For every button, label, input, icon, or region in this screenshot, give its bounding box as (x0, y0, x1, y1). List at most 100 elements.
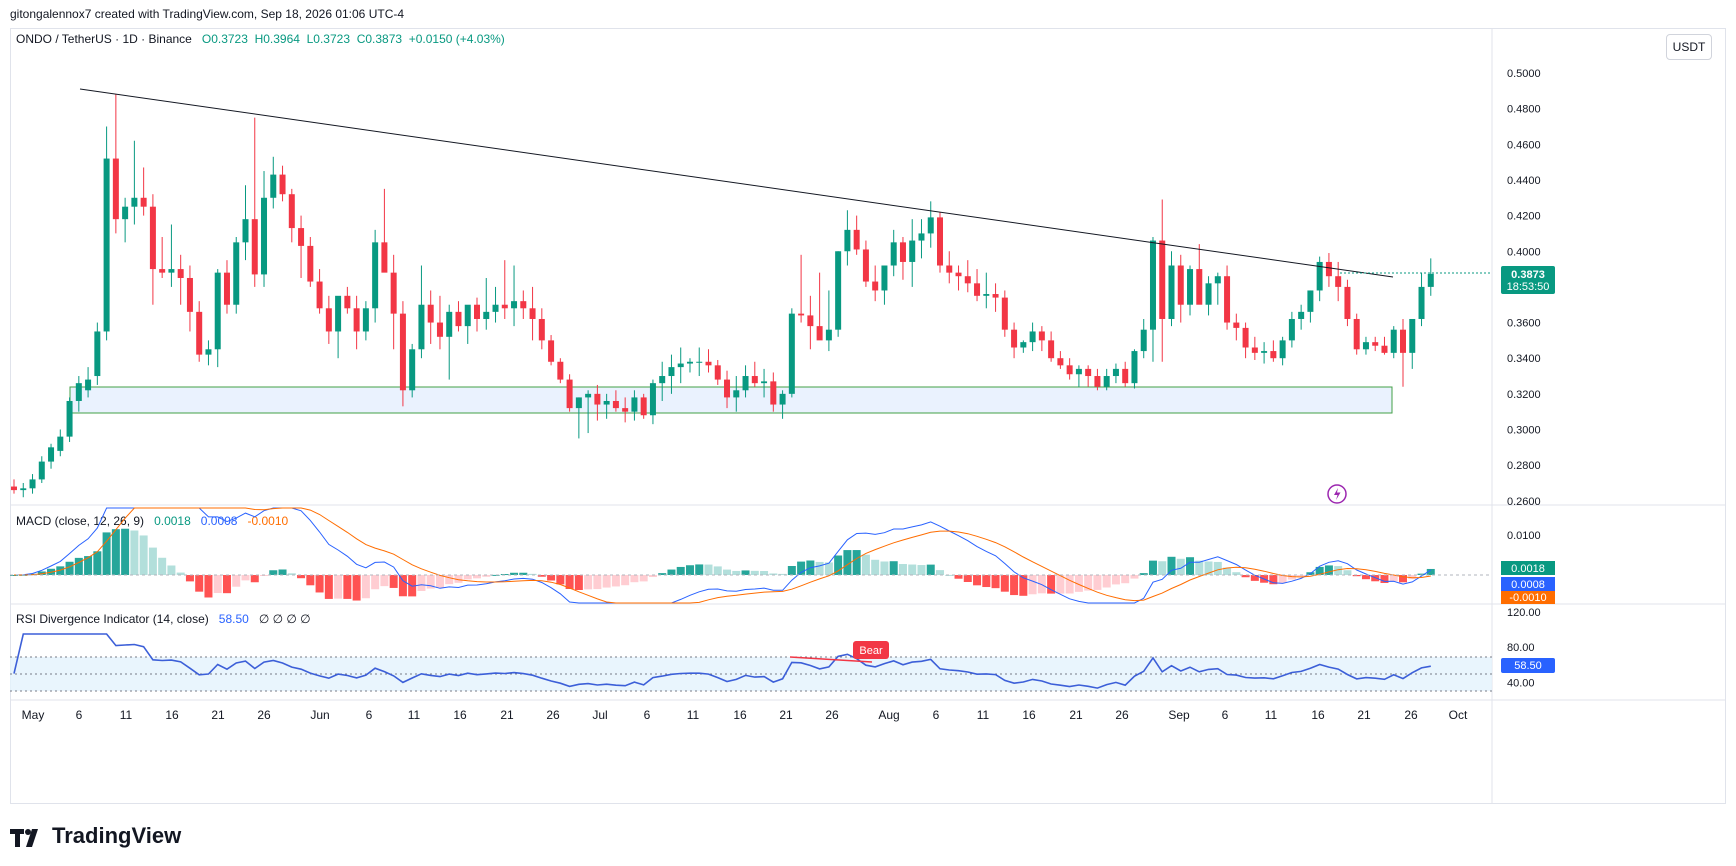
macd-bar (797, 561, 806, 575)
macd-legend[interactable]: MACD (close, 12, 26, 9) 0.0018 0.0008 -0… (16, 514, 288, 528)
macd-bar (973, 575, 982, 586)
macd-bar (1417, 573, 1426, 575)
candle-body (649, 383, 656, 416)
candle (418, 265, 425, 359)
macd-bar (1102, 575, 1111, 588)
candle (640, 393, 647, 419)
candle (686, 358, 693, 373)
candle-body (1409, 318, 1416, 353)
price-tick-label: 0.4200 (1507, 211, 1541, 223)
macd-bar (130, 530, 139, 575)
candle-body (29, 479, 36, 489)
time-tick-label: 26 (1404, 708, 1418, 722)
macd-bar (185, 575, 194, 582)
macd-signal-value: -0.0010 (247, 514, 289, 528)
candle (455, 301, 462, 332)
time-tick-label: 11 (687, 708, 700, 722)
time-tick-label: Jul (592, 708, 607, 722)
countdown-text: 18:53:50 (1507, 281, 1550, 293)
macd-bar (84, 556, 93, 575)
candle-body (196, 311, 203, 355)
candle-body (909, 240, 916, 262)
candle (483, 277, 490, 330)
time-tick-label: 6 (644, 708, 651, 722)
candle-body (501, 304, 508, 309)
macd-bar (121, 528, 130, 575)
candle (1214, 272, 1221, 305)
candle-body (1279, 340, 1286, 359)
rsi-line (13, 633, 1431, 689)
candle (964, 260, 971, 293)
macd-bar (352, 575, 361, 601)
candle-body (20, 488, 27, 491)
candle (538, 308, 545, 350)
tradingview-logo[interactable]: TradingView (10, 823, 181, 849)
candle-body (835, 251, 842, 330)
candle (798, 254, 805, 323)
macd-hist-badge-text: 0.0018 (1511, 563, 1545, 575)
currency-selector[interactable]: USDT (1666, 34, 1712, 60)
macd-bar (1084, 575, 1093, 591)
candle (196, 301, 203, 362)
candle (1409, 318, 1416, 369)
macd-bar (1167, 556, 1176, 575)
candle-body (214, 272, 221, 350)
price-tick-label: 0.2600 (1507, 496, 1541, 508)
price-axis[interactable]: 0.5000 0.4800 0.4600 0.4400 0.4200 0.4000 0.36… (1507, 68, 1541, 508)
candle (714, 359, 721, 385)
price-tick-label: 0.4400 (1507, 175, 1541, 187)
low-value: L0.3723 (306, 32, 351, 46)
candle-body (1177, 265, 1184, 305)
candle-body (1205, 283, 1212, 305)
macd-bar (1334, 566, 1343, 575)
candle-body (261, 197, 268, 275)
macd-bar (93, 551, 102, 575)
candle-body (1149, 240, 1156, 330)
macd-bar (519, 572, 528, 575)
macd-bar (195, 575, 204, 592)
candle (307, 236, 314, 287)
symbol-name[interactable]: ONDO / TetherUS · 1D · Binance (16, 32, 192, 46)
candle-body (1288, 318, 1295, 341)
candle (48, 443, 55, 469)
macd-bar (1213, 561, 1222, 575)
rsi-legend[interactable]: RSI Divergence Indicator (14, close) 58.… (16, 612, 311, 626)
macd-bar (278, 569, 287, 575)
macd-bar (1000, 575, 1009, 592)
candle-body (140, 197, 147, 207)
time-axis[interactable]: May 6 11 16 21 26 Jun 6 11 16 21 26 Jul 6 11 16 21 26 Aug 6… (22, 708, 1468, 722)
candle (1298, 304, 1305, 330)
price-tick-label: 0.3600 (1507, 318, 1541, 330)
candle-body (270, 174, 277, 198)
macd-bar (1148, 560, 1157, 575)
time-tick-label: 11 (408, 708, 421, 722)
time-tick-label: 11 (120, 708, 133, 722)
candle (1224, 265, 1231, 330)
macd-bar (176, 572, 185, 575)
candle (1400, 318, 1406, 387)
macd-bar (1186, 557, 1195, 575)
support-zone[interactable] (69, 386, 1393, 414)
lightning-icon[interactable] (1327, 484, 1347, 504)
macd-bar (473, 575, 481, 579)
candle (1085, 365, 1092, 387)
resistance-trendline[interactable] (79, 88, 1394, 278)
macd-bar (880, 561, 889, 575)
macd-bar (889, 561, 898, 575)
open-value: O0.3723 (201, 32, 248, 46)
candle-body (659, 376, 666, 384)
candle (140, 167, 147, 216)
candle-body (381, 242, 388, 273)
candle-body (1390, 329, 1397, 353)
macd-bar (65, 561, 74, 575)
candle-body (177, 269, 184, 278)
macd-bar (611, 575, 620, 587)
candle (390, 254, 397, 350)
candle-body (1085, 368, 1092, 377)
macd-bar (852, 550, 861, 575)
macd-bar (74, 557, 83, 575)
candle (1325, 253, 1332, 287)
candle (362, 301, 369, 341)
candle-body (251, 219, 258, 275)
